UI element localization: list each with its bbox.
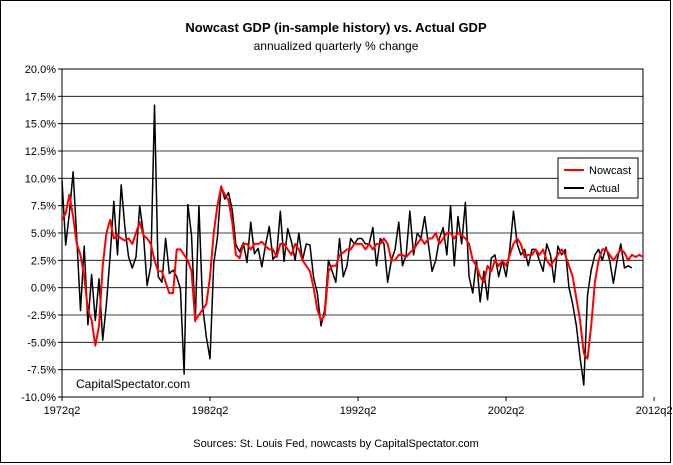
y-tick-label: -10.0% [21, 392, 56, 404]
legend-box [557, 157, 639, 199]
y-tick-label: 10.0% [25, 173, 56, 185]
series-line-actual [61, 104, 633, 386]
y-tick-label: 0.0% [31, 283, 56, 295]
y-tick-label: 20.0% [25, 64, 56, 76]
legend-label-actual: Actual [589, 183, 620, 195]
y-tick-label: 7.5% [31, 201, 56, 213]
x-tick-label: 1972q2 [44, 405, 81, 417]
x-tick-label: 1992q2 [340, 405, 377, 417]
watermark-label: CapitalSpectator.com [76, 377, 190, 391]
legend-label-nowcast: Nowcast [589, 165, 631, 177]
x-tick-label: 1982q2 [192, 405, 229, 417]
y-tick-label: -7.5% [27, 365, 56, 377]
legend: Nowcast Actual [557, 157, 639, 199]
x-tick-label: 2002q2 [488, 405, 525, 417]
y-tick-label: 12.5% [25, 146, 56, 158]
series-line-nowcast [61, 186, 644, 360]
y-tick-label: 5.0% [31, 228, 56, 240]
chart-title: Nowcast GDP (in-sample history) vs. Actu… [185, 20, 487, 35]
source-note: Sources: St. Louis Fed, nowcasts by Capi… [193, 438, 479, 450]
x-tick-label: 2012q2 [636, 405, 673, 417]
y-tick-label: 2.5% [31, 255, 56, 267]
series-lines [61, 104, 644, 386]
y-tick-label: 17.5% [25, 91, 56, 103]
y-tick-label: 15.0% [25, 119, 56, 131]
chart-subtitle: annualized quarterly % change [254, 39, 419, 53]
y-axis-ticks: 20.0% 17.5% 15.0% 12.5% 10.0% 7.5% 5.0% 2.5% 0.0… [21, 64, 62, 404]
grid-lines [62, 95, 643, 371]
x-axis-ticks: 1972q2 1982q2 1992q2 2002q2 2012q2 [44, 397, 673, 417]
y-tick-label: -5.0% [27, 337, 56, 349]
y-tick-label: -2.5% [27, 310, 56, 322]
